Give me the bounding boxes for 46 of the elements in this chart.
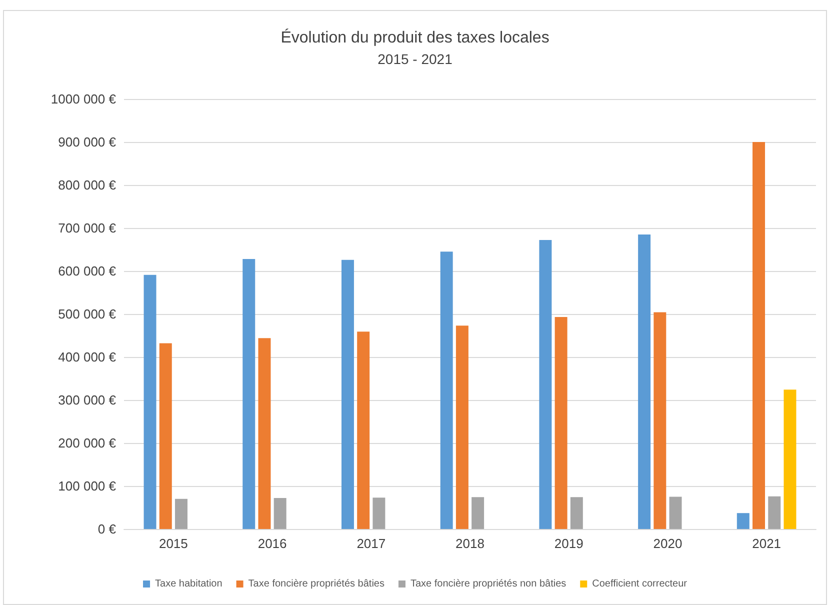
- bar: [554, 317, 568, 529]
- bar: [539, 240, 552, 529]
- legend-label: Taxe foncière propriétés non bâties: [410, 578, 566, 590]
- legend-label: Taxe habitation: [155, 578, 222, 590]
- bar: [258, 338, 271, 529]
- bar: [638, 234, 651, 529]
- bar: [570, 497, 583, 529]
- bar: [174, 498, 188, 529]
- bar: [752, 142, 766, 529]
- y-tick-label: 300 000 €: [58, 392, 117, 408]
- legend-label: Coefficient correcteur: [592, 578, 688, 590]
- x-tick-label: 2021: [752, 536, 782, 551]
- x-tick-label: 2017: [356, 536, 386, 551]
- bar: [654, 312, 666, 529]
- x-tick-label: 2020: [653, 536, 682, 551]
- bar: [341, 260, 354, 529]
- y-tick-label: 100 000 €: [58, 478, 117, 494]
- y-tick-label: 200 000 €: [58, 436, 117, 450]
- x-tick-label: 2016: [258, 536, 287, 551]
- bar: [159, 343, 172, 529]
- chart-subtitle: 2015 - 2021: [378, 51, 453, 67]
- bar: [242, 258, 256, 529]
- bar: [144, 274, 156, 529]
- bar: [357, 332, 370, 529]
- y-tick-label: 800 000 €: [58, 178, 117, 192]
- bar: [440, 252, 453, 529]
- y-tick-label: 1000 000 €: [50, 92, 117, 106]
- bar: [669, 496, 682, 529]
- bar: [372, 498, 386, 529]
- y-tick-label: 0 €: [98, 522, 117, 536]
- y-tick-label: 700 000 €: [58, 220, 117, 236]
- x-tick-label: 2015: [158, 536, 188, 551]
- bar: [768, 496, 781, 529]
- x-tick-label: 2019: [554, 536, 584, 551]
- legend-label: Taxe foncière propriétés bâties: [248, 578, 384, 590]
- bar: [456, 326, 468, 529]
- chart-title: Évolution du produit des taxes locales: [280, 28, 550, 46]
- y-tick-label: 600 000 €: [58, 264, 117, 278]
- y-tick-label: 400 000 €: [58, 350, 117, 364]
- x-tick-label: 2018: [456, 536, 484, 551]
- bar: [472, 497, 484, 529]
- bar: [736, 513, 750, 529]
- y-tick-label: 900 000 €: [58, 134, 117, 150]
- bar: [274, 498, 286, 529]
- y-tick-label: 500 000 €: [58, 306, 117, 322]
- bar: [784, 390, 796, 529]
